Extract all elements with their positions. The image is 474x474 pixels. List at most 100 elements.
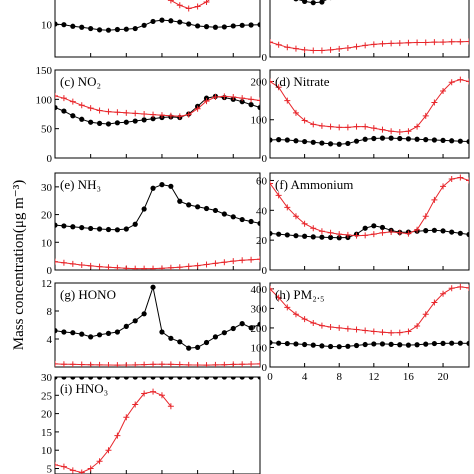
data-point bbox=[70, 330, 76, 336]
data-point bbox=[388, 40, 395, 47]
data-point bbox=[212, 260, 219, 267]
data-point bbox=[422, 311, 429, 318]
data-point bbox=[195, 204, 201, 210]
data-point bbox=[70, 377, 76, 380]
data-point bbox=[185, 111, 192, 118]
data-point bbox=[327, 323, 334, 330]
data-point bbox=[353, 123, 360, 130]
data-point bbox=[405, 128, 412, 135]
data-point bbox=[96, 332, 103, 338]
data-point bbox=[96, 120, 103, 126]
data-point bbox=[158, 361, 165, 367]
panel-frame bbox=[269, 69, 470, 159]
data-point bbox=[96, 226, 103, 232]
data-point bbox=[248, 256, 255, 263]
data-point bbox=[248, 325, 254, 331]
data-point bbox=[123, 414, 130, 421]
data-point bbox=[405, 136, 412, 142]
data-point bbox=[159, 182, 165, 188]
data-point bbox=[141, 361, 148, 367]
data-point bbox=[141, 206, 147, 212]
data-point bbox=[167, 264, 174, 270]
data-point bbox=[69, 361, 76, 367]
data-point bbox=[221, 24, 227, 30]
data-point bbox=[55, 258, 58, 265]
data-point bbox=[60, 259, 67, 266]
data-point bbox=[466, 231, 469, 238]
data-point bbox=[88, 377, 94, 380]
data-point bbox=[275, 84, 282, 91]
data-point bbox=[396, 229, 403, 236]
data-point bbox=[257, 321, 260, 327]
series-group bbox=[55, 182, 260, 270]
data-point bbox=[248, 361, 255, 367]
data-point bbox=[344, 325, 351, 332]
data-point bbox=[327, 343, 334, 350]
data-point bbox=[167, 403, 174, 410]
data-point bbox=[388, 128, 395, 135]
data-point bbox=[167, 361, 174, 367]
data-point bbox=[79, 116, 85, 122]
panel-label: (h) PM₂.₅ bbox=[275, 287, 325, 302]
data-point bbox=[60, 361, 67, 367]
data-point bbox=[318, 122, 325, 129]
data-point bbox=[177, 19, 183, 25]
data-point bbox=[379, 341, 386, 347]
data-point bbox=[203, 377, 210, 380]
data-point bbox=[379, 126, 386, 133]
y-tick-label: 20 bbox=[41, 210, 53, 222]
data-point bbox=[292, 311, 299, 318]
data-point bbox=[203, 339, 210, 346]
data-point bbox=[270, 285, 273, 292]
data-point bbox=[379, 229, 386, 236]
panel-frame bbox=[269, 282, 470, 368]
data-point bbox=[114, 109, 121, 116]
data-point bbox=[150, 111, 157, 118]
data-point bbox=[344, 44, 351, 51]
series-line bbox=[270, 225, 469, 239]
data-point bbox=[318, 47, 325, 54]
data-point bbox=[159, 17, 165, 23]
data-point bbox=[123, 226, 129, 232]
data-point bbox=[431, 299, 438, 306]
data-point bbox=[221, 330, 227, 336]
data-point bbox=[370, 125, 377, 132]
data-point bbox=[141, 117, 147, 123]
data-point bbox=[457, 174, 464, 181]
data-point bbox=[345, 140, 351, 147]
data-point bbox=[221, 93, 228, 100]
data-point bbox=[185, 263, 192, 270]
panel-a: 10 bbox=[41, 0, 261, 58]
data-point bbox=[440, 88, 447, 95]
data-point bbox=[150, 185, 156, 191]
data-point bbox=[318, 322, 325, 329]
data-point bbox=[257, 22, 260, 28]
data-point bbox=[336, 235, 342, 241]
data-point bbox=[448, 79, 455, 86]
data-point bbox=[150, 18, 156, 25]
data-point bbox=[293, 0, 299, 2]
data-point bbox=[379, 224, 386, 231]
x-tick-label: 8 bbox=[336, 371, 342, 383]
data-point bbox=[176, 2, 183, 9]
data-point bbox=[185, 5, 192, 12]
data-point bbox=[105, 264, 112, 270]
data-point bbox=[422, 39, 429, 46]
data-point bbox=[87, 361, 94, 367]
panel-frame bbox=[54, 0, 261, 58]
data-point bbox=[362, 42, 369, 49]
data-point bbox=[194, 105, 201, 112]
y-tick-label: 0 bbox=[262, 153, 268, 165]
x-tick-label: 4 bbox=[302, 371, 308, 383]
data-point bbox=[221, 211, 227, 217]
data-point bbox=[336, 141, 342, 147]
panel-g: 4 8 12 (g) HONO bbox=[41, 278, 261, 368]
data-point bbox=[270, 39, 273, 46]
data-point bbox=[168, 183, 174, 189]
data-point bbox=[61, 108, 67, 114]
data-point bbox=[114, 264, 121, 270]
data-point bbox=[440, 228, 446, 234]
data-point bbox=[132, 318, 138, 324]
data-point bbox=[212, 361, 219, 367]
